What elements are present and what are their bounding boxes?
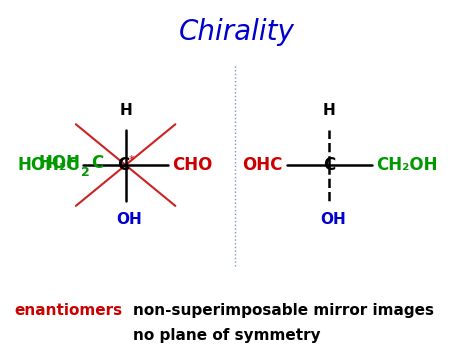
Text: C: C: [117, 156, 129, 174]
Text: enantiomers: enantiomers: [14, 303, 122, 318]
Text: CH₂OH: CH₂OH: [376, 156, 438, 174]
Text: HOH₂C: HOH₂C: [18, 156, 79, 174]
Text: no plane of symmetry: no plane of symmetry: [133, 328, 320, 343]
Text: 2: 2: [81, 166, 90, 179]
Text: C: C: [323, 156, 336, 174]
Text: C: C: [91, 154, 103, 172]
Text: non-superimposable mirror images: non-superimposable mirror images: [133, 303, 434, 318]
Text: H: H: [323, 103, 336, 118]
Text: Chirality: Chirality: [179, 18, 295, 46]
Text: OH: OH: [320, 212, 346, 226]
Text: *: *: [129, 155, 135, 165]
Text: HOH: HOH: [38, 154, 81, 172]
Text: OHC: OHC: [243, 156, 283, 174]
Text: CHO: CHO: [172, 156, 212, 174]
Text: H: H: [119, 103, 132, 118]
Text: OH: OH: [117, 212, 142, 226]
